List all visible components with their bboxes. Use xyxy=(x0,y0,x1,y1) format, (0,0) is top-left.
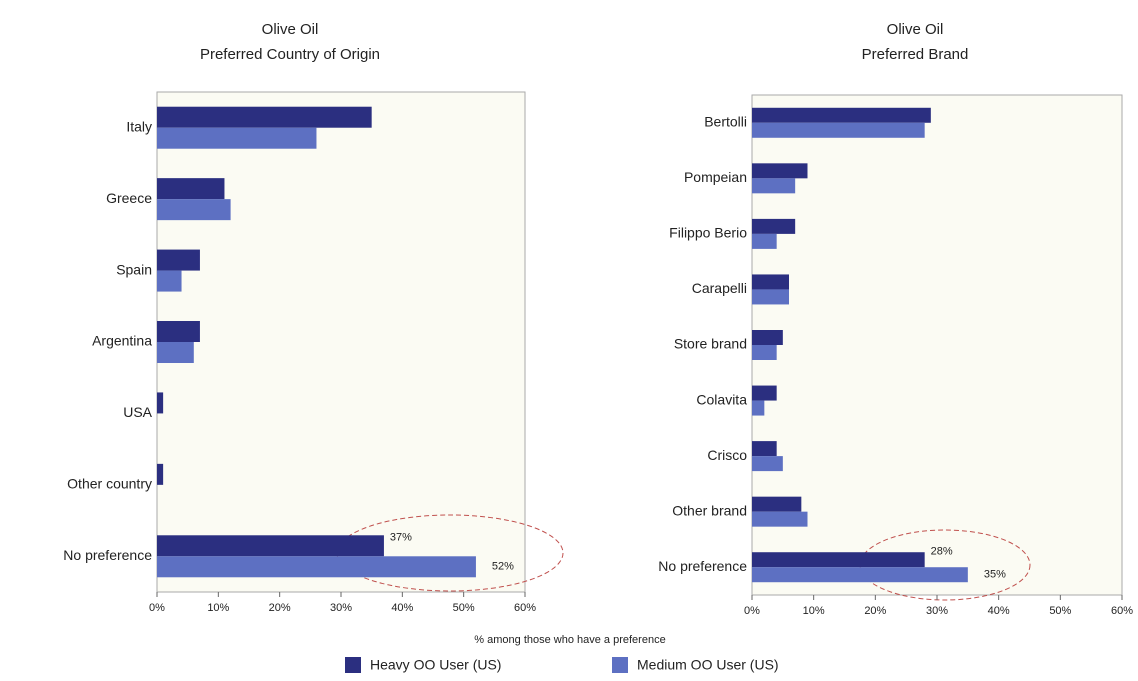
x-tick-label: 10% xyxy=(207,602,229,614)
x-tick-label: 20% xyxy=(269,602,291,614)
y-tick-label: Filippo Berio xyxy=(669,225,747,241)
x-tick-label: 30% xyxy=(330,602,352,614)
bar xyxy=(752,511,808,527)
bar xyxy=(157,463,164,485)
bar xyxy=(157,270,182,292)
y-tick-label: Crisco xyxy=(707,447,747,463)
y-tick-label: USA xyxy=(123,404,152,420)
bar xyxy=(157,556,476,578)
x-tick-label: 60% xyxy=(1111,605,1133,617)
bar xyxy=(752,345,777,360)
value-label: 35% xyxy=(984,569,1006,581)
bar xyxy=(752,567,968,583)
bar xyxy=(752,456,783,472)
value-label: 37% xyxy=(390,532,412,544)
x-tick-label: 0% xyxy=(149,602,165,614)
bar xyxy=(752,496,802,512)
x-tick-label: 40% xyxy=(391,602,413,614)
bar xyxy=(752,107,931,123)
bar xyxy=(752,385,777,401)
bar xyxy=(752,163,808,179)
bar xyxy=(157,321,200,342)
y-tick-label: Colavita xyxy=(696,391,747,407)
y-tick-label: Greece xyxy=(106,190,152,206)
chart-title: Olive Oil xyxy=(262,21,319,38)
x-tick-label: 60% xyxy=(514,602,536,614)
x-tick-label: 20% xyxy=(864,605,886,617)
bar xyxy=(752,178,796,194)
x-tick-label: 50% xyxy=(1049,605,1071,617)
legend-swatch xyxy=(345,657,361,673)
bar xyxy=(752,552,925,568)
legend-swatch xyxy=(612,657,628,673)
x-tick-label: 10% xyxy=(803,605,825,617)
bar xyxy=(752,233,777,249)
footnote: % among those who have a preference xyxy=(474,634,665,646)
value-label: 28% xyxy=(931,546,953,558)
x-tick-label: 40% xyxy=(988,605,1010,617)
y-tick-label: Bertolli xyxy=(704,113,747,129)
y-tick-label: Carapelli xyxy=(692,280,747,296)
y-tick-label: Pompeian xyxy=(684,169,747,185)
bar xyxy=(752,441,777,457)
legend-label: Medium OO User (US) xyxy=(637,657,779,673)
bar xyxy=(157,106,372,128)
x-tick-label: 30% xyxy=(926,605,948,617)
y-tick-label: No preference xyxy=(63,547,152,563)
chart-subtitle: Preferred Country of Origin xyxy=(200,46,380,63)
x-tick-label: 50% xyxy=(453,602,475,614)
y-tick-label: Store brand xyxy=(674,336,747,352)
bar xyxy=(157,535,384,557)
chart-title: Olive Oil xyxy=(887,21,944,38)
bar xyxy=(157,178,225,200)
y-tick-label: Argentina xyxy=(92,333,152,349)
y-tick-label: No preference xyxy=(658,558,747,574)
y-tick-label: Other brand xyxy=(672,502,747,518)
value-label: 52% xyxy=(492,561,514,573)
bar xyxy=(157,199,231,221)
bar xyxy=(752,289,789,305)
bar xyxy=(157,342,194,363)
y-tick-label: Other country xyxy=(67,476,152,492)
bar xyxy=(157,392,164,414)
bar xyxy=(752,122,925,138)
y-tick-label: Italy xyxy=(126,118,152,134)
legend-label: Heavy OO User (US) xyxy=(370,657,501,673)
plot-area xyxy=(156,91,526,593)
x-tick-label: 0% xyxy=(744,605,760,617)
plot-area xyxy=(751,94,1123,596)
bar xyxy=(157,127,317,149)
chart-subtitle: Preferred Brand xyxy=(862,46,969,63)
y-tick-label: Spain xyxy=(116,261,152,277)
bar xyxy=(752,330,783,345)
bar xyxy=(752,274,789,290)
bar xyxy=(752,400,765,416)
bar xyxy=(157,249,200,271)
bar xyxy=(752,218,796,234)
